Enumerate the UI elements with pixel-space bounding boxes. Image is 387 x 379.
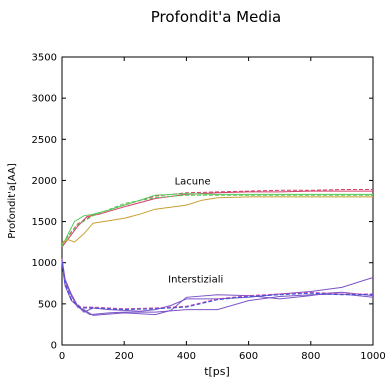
x-tick-label: 600 (239, 351, 258, 362)
x-tick-label: 1000 (360, 351, 385, 362)
y-tick-label: 1500 (32, 217, 57, 228)
series-line-1 (61, 190, 373, 248)
y-tick-label: 500 (38, 299, 57, 310)
x-tick-label: 200 (115, 351, 134, 362)
x-tick-label: 400 (177, 351, 196, 362)
y-tick-label: 3000 (32, 94, 57, 105)
series-line-5 (61, 196, 373, 244)
y-axis: 0 500 1000 1500 2000 2500 3000 3500 (32, 53, 373, 352)
x-axis-label: t[ps] (204, 365, 230, 378)
series-layer (61, 189, 374, 316)
series-line-9 (61, 261, 373, 310)
y-tick-label: 3500 (32, 53, 57, 64)
annotation-label: Interstiziali (168, 274, 223, 285)
x-tick-label: 800 (301, 351, 320, 362)
series-line-8 (61, 262, 374, 316)
y-tick-label: 2500 (32, 135, 57, 146)
y-tick-label: 2000 (32, 176, 57, 187)
annotation-label: Lacune (175, 177, 211, 188)
annotation-layer: Lacune Interstiziali (168, 177, 223, 286)
x-tick-label: 0 (59, 351, 65, 362)
y-axis-label: Profondit'a[AA] (7, 163, 18, 239)
y-tick-label: 1000 (32, 258, 57, 269)
chart-title: Profondit'a Media (151, 8, 281, 26)
series-line-10 (61, 261, 373, 311)
x-axis: 0 200 400 600 800 1000 (59, 57, 386, 362)
series-line-4 (61, 194, 373, 245)
series-line-7 (61, 260, 374, 316)
y-tick-label: 0 (51, 341, 57, 352)
series-line-3 (61, 193, 373, 247)
plot-frame (61, 56, 374, 346)
series-line-6 (61, 258, 374, 313)
